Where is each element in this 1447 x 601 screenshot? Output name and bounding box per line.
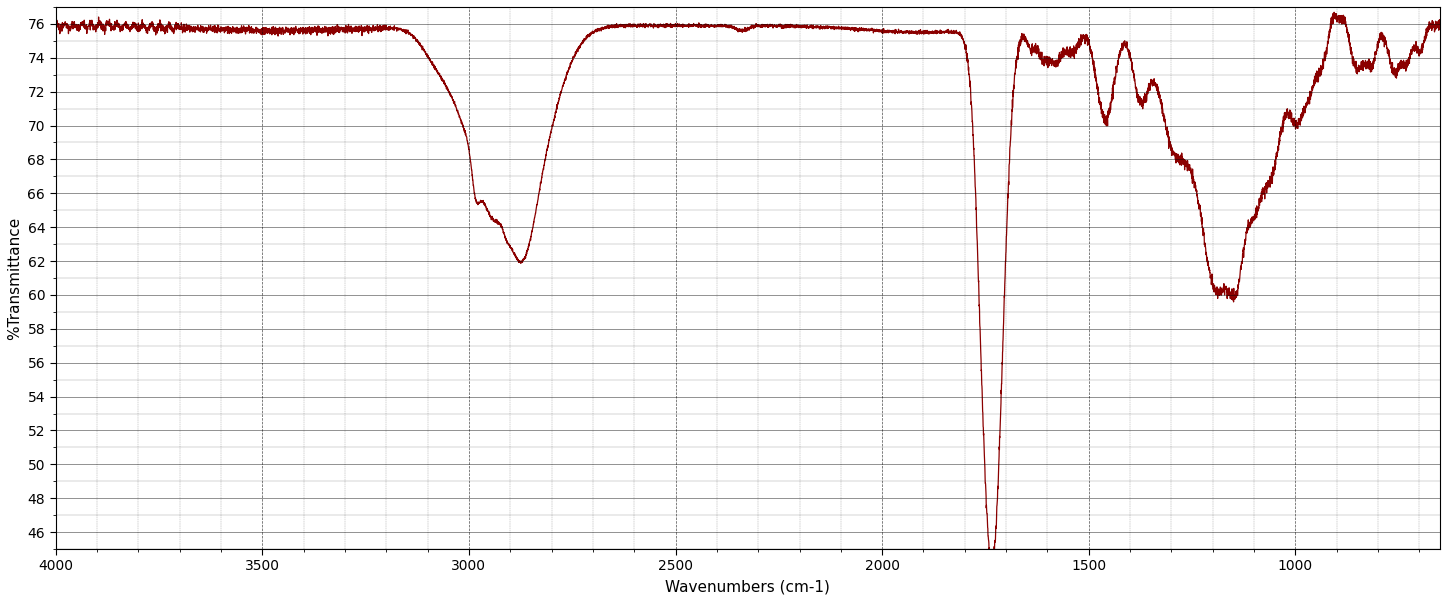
Y-axis label: %Transmittance: %Transmittance	[7, 216, 22, 340]
X-axis label: Wavenumbers (cm-1): Wavenumbers (cm-1)	[666, 579, 831, 594]
